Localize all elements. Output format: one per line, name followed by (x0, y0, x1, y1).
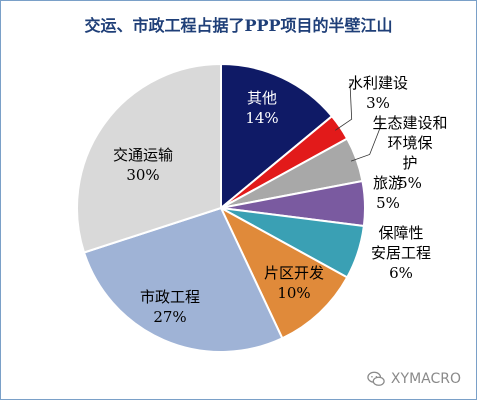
slice-label-tourism: 旅游 5% (373, 174, 403, 212)
pie-slice-transportation (76, 62, 222, 254)
slice-label-other: 其他 14% (245, 89, 278, 127)
slice-label-area-development: 片区开发 10% (264, 264, 324, 302)
slice-label-transportation: 交通运输 30% (113, 146, 173, 184)
watermark: XYMACRO (367, 370, 461, 388)
watermark-text: XYMACRO (390, 371, 461, 387)
leader-line-ecology-environment (350, 122, 383, 162)
slice-percent-affordable-housing: 6% (389, 264, 413, 282)
slice-name-ecology-environment: 环境保 (387, 134, 432, 152)
pie-slice-municipal-engineering (82, 206, 284, 353)
leader-line-water-conservancy (335, 82, 353, 131)
slice-name-transportation: 交通运输 (113, 146, 173, 164)
slice-percent-area-development: 10% (277, 284, 310, 302)
slice-percent-transportation: 30% (126, 166, 159, 184)
slice-name-ecology-environment: 生态建设和 (372, 114, 447, 132)
slice-label-affordable-housing: 保障性安居工程 6% (371, 224, 431, 282)
chart-title: 交运、市政工程占据了PPP项目的半壁江山 (84, 16, 393, 35)
slice-name-affordable-housing: 保障性 (378, 224, 423, 242)
slice-name-tourism: 旅游 (373, 174, 403, 192)
slice-label-municipal-engineering: 市政工程 27% (140, 288, 200, 326)
slice-percent-tourism: 5% (376, 194, 400, 212)
slice-percent-other: 14% (245, 109, 278, 127)
slice-percent-water-conservancy: 3% (366, 94, 390, 112)
slice-percent-ecology-environment: 5% (398, 174, 422, 192)
pie-slice-area-development (218, 205, 349, 340)
slice-name-water-conservancy: 水利建设 (348, 74, 408, 92)
slice-name-other: 其他 (247, 89, 277, 107)
slice-percent-municipal-engineering: 27% (153, 308, 186, 326)
wechat-icon (367, 371, 385, 386)
pie-slice-other (220, 62, 334, 211)
slice-name-municipal-engineering: 市政工程 (140, 288, 200, 306)
slice-name-affordable-housing: 安居工程 (371, 244, 431, 262)
slice-name-area-development: 片区开发 (264, 264, 324, 282)
slice-label-ecology-environment: 生态建设和环境保护 5% (372, 114, 447, 192)
slice-label-water-conservancy: 水利建设 3% (348, 74, 408, 112)
slice-name-ecology-environment: 护 (402, 154, 417, 172)
